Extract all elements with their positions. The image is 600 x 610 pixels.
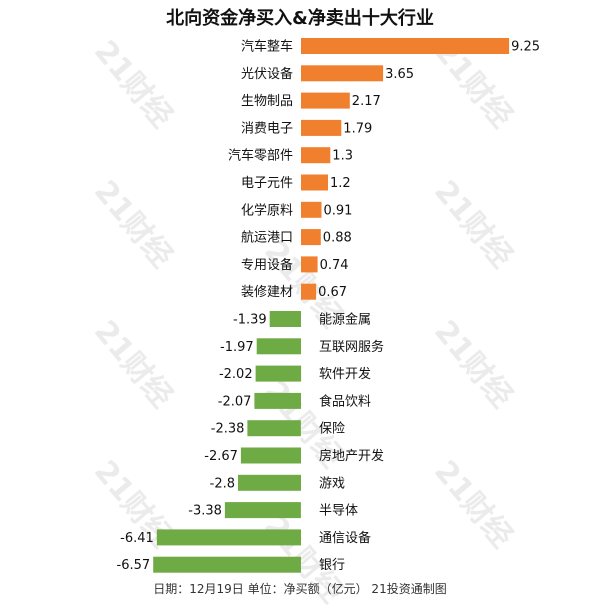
category-label-7: 化学原料 (241, 202, 293, 218)
footer-note: 日期：12月19日 单位：净买额（亿元） 21投资通制图 (153, 582, 447, 596)
bar-7 (301, 201, 322, 218)
value-label-12: -1.97 (220, 340, 254, 355)
bar-3 (301, 92, 350, 109)
category-label-3: 生物制品 (241, 94, 293, 109)
bar-1 (301, 38, 510, 54)
category-label-15: 保险 (319, 422, 345, 437)
bar-18 (224, 502, 301, 519)
bar-16 (240, 447, 301, 464)
value-label-17: -2.8 (210, 476, 235, 491)
value-label-4: 1.79 (343, 121, 372, 136)
category-label-20: 银行 (319, 558, 345, 573)
bar-9 (301, 256, 318, 273)
bar-4 (301, 119, 342, 136)
value-label-20: -6.57 (117, 558, 151, 573)
category-label-17: 游戏 (319, 476, 345, 491)
value-label-8: 0.88 (323, 231, 352, 246)
bar-12 (256, 338, 301, 355)
value-label-2: 3.65 (385, 67, 414, 82)
category-label-18: 半导体 (319, 504, 358, 519)
value-label-6: 1.2 (330, 176, 351, 191)
category-label-19: 通信设备 (319, 530, 371, 546)
category-label-12: 互联网服务 (319, 339, 384, 355)
value-label-9: 0.74 (320, 258, 349, 273)
category-label-14: 食品饮料 (319, 393, 371, 409)
bar-19 (156, 529, 301, 546)
value-label-16: -2.67 (204, 449, 238, 464)
category-label-11: 能源金属 (319, 312, 371, 328)
bar-13 (255, 365, 302, 382)
value-label-5: 1.3 (332, 149, 353, 164)
bar-14 (254, 392, 301, 409)
value-label-10: 0.67 (318, 285, 347, 300)
bar-11 (269, 311, 301, 327)
bar-8 (301, 229, 321, 246)
category-label-16: 房地产开发 (319, 448, 384, 464)
category-label-10: 装修建材 (241, 285, 293, 300)
bar-6 (301, 174, 328, 191)
bar-10 (301, 283, 317, 300)
category-label-6: 电子元件 (241, 176, 293, 191)
value-label-13: -2.02 (219, 367, 253, 382)
value-label-15: -2.38 (211, 422, 245, 437)
value-label-3: 2.17 (352, 94, 381, 109)
page-title: 北向资金净买入&净卖出十大行业 (166, 8, 434, 29)
category-label-5: 汽车零部件 (228, 148, 293, 164)
bar-5 (301, 147, 331, 164)
value-label-14: -2.07 (218, 394, 252, 409)
category-label-2: 光伏设备 (241, 66, 293, 82)
category-label-1: 汽车整车 (241, 39, 293, 55)
bar-20 (153, 556, 301, 573)
value-label-11: -1.39 (233, 313, 267, 328)
category-label-4: 消费电子 (241, 121, 293, 136)
category-label-8: 航运港口 (241, 230, 293, 246)
bar-15 (247, 420, 301, 437)
value-label-1: 9.25 (511, 40, 540, 55)
bar-17 (238, 474, 301, 491)
value-label-7: 0.91 (324, 203, 353, 218)
category-label-13: 软件开发 (319, 366, 371, 382)
category-label-9: 专用设备 (241, 257, 293, 273)
value-label-19: -6.41 (120, 531, 154, 546)
value-label-18: -3.38 (188, 504, 222, 519)
bar-2 (301, 65, 384, 82)
